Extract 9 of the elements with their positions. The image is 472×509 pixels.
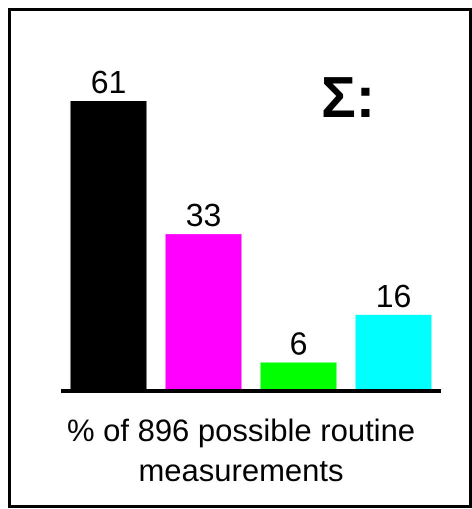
bar	[166, 234, 242, 391]
data-label: 6	[290, 325, 308, 362]
bar	[260, 362, 336, 391]
bar	[356, 314, 432, 391]
data-label: 33	[186, 197, 222, 234]
x-axis-title: % of 896 possible routine measurements	[66, 412, 416, 490]
data-label: 61	[90, 64, 126, 100]
data-label: 16	[376, 278, 412, 314]
chart-title: Σ:	[321, 65, 376, 130]
